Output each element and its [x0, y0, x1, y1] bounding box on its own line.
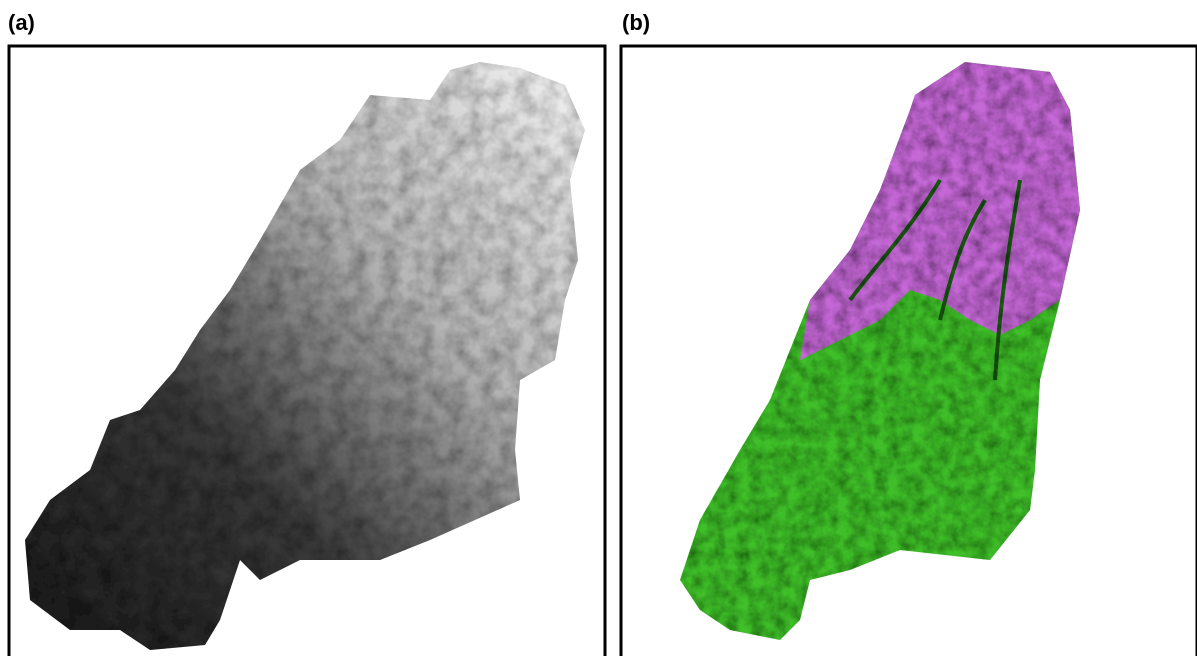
panel-label: (b) — [622, 10, 650, 35]
page: (a) (b) (() => { const data = JSON.parse… — [0, 0, 1197, 656]
figure: (a) (b) — [0, 0, 1197, 656]
panel-label: (a) — [8, 10, 35, 35]
